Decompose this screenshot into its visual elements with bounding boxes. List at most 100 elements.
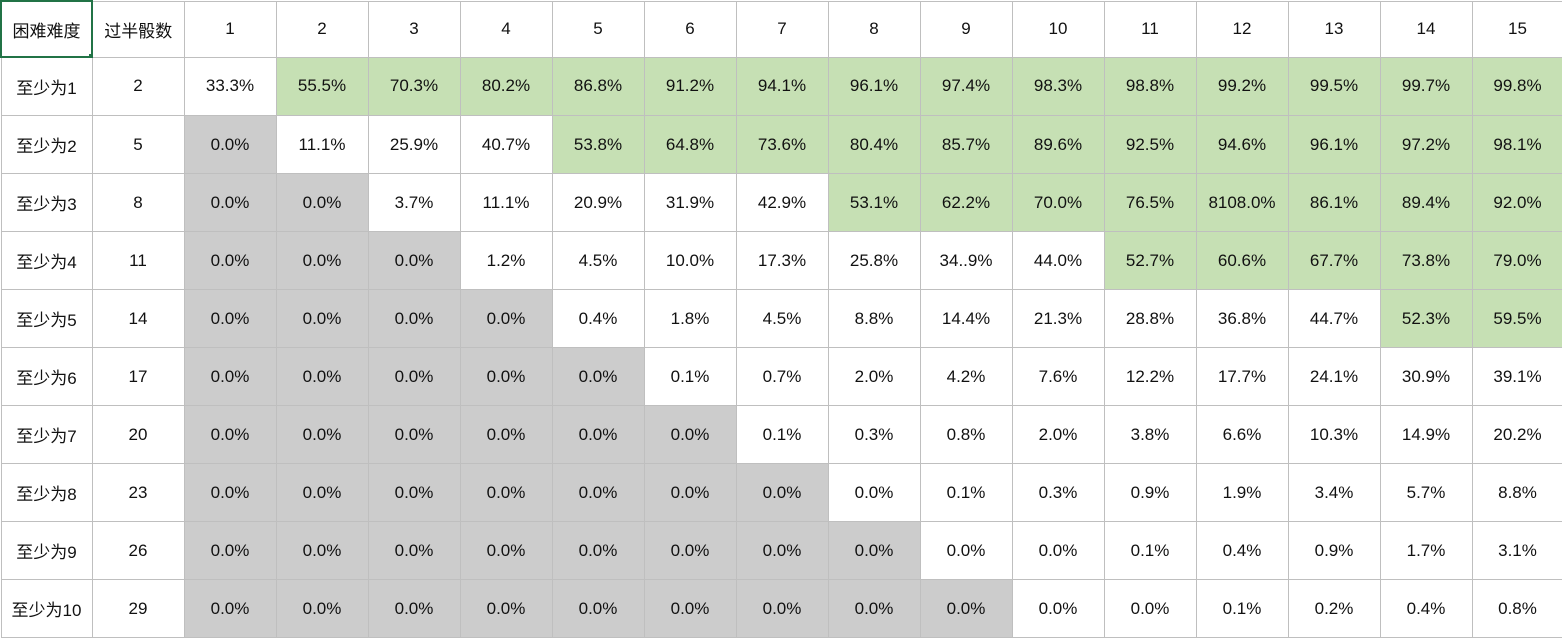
probability-cell[interactable]: 86.1% — [1287, 173, 1381, 232]
row-label-cell[interactable]: 至少为4 — [0, 231, 93, 290]
threshold-cell[interactable]: 29 — [91, 579, 185, 638]
probability-cell[interactable]: 92.0% — [1471, 173, 1562, 232]
probability-cell[interactable]: 94.6% — [1195, 115, 1289, 174]
probability-cell[interactable]: 64.8% — [643, 115, 737, 174]
threshold-cell[interactable]: 5 — [91, 115, 185, 174]
probability-cell[interactable]: 0.4% — [1379, 579, 1473, 638]
threshold-cell[interactable]: 11 — [91, 231, 185, 290]
column-header-7[interactable]: 7 — [735, 0, 829, 58]
probability-cell[interactable]: 25.8% — [827, 231, 921, 290]
probability-cell[interactable]: 4.5% — [735, 289, 829, 348]
probability-cell[interactable]: 0.0% — [367, 521, 461, 580]
probability-cell[interactable]: 0.4% — [551, 289, 645, 348]
probability-cell[interactable]: 0.0% — [275, 289, 369, 348]
row-label-cell[interactable]: 至少为5 — [0, 289, 93, 348]
threshold-header-cell[interactable]: 过半骰数 — [91, 0, 185, 58]
column-header-13[interactable]: 13 — [1287, 0, 1381, 58]
probability-cell[interactable]: 89.6% — [1011, 115, 1105, 174]
threshold-cell[interactable]: 17 — [91, 347, 185, 406]
probability-cell[interactable]: 0.0% — [367, 231, 461, 290]
probability-cell[interactable]: 0.0% — [459, 289, 553, 348]
threshold-cell[interactable]: 20 — [91, 405, 185, 464]
column-header-4[interactable]: 4 — [459, 0, 553, 58]
probability-cell[interactable]: 0.0% — [551, 405, 645, 464]
probability-cell[interactable]: 0.0% — [275, 521, 369, 580]
column-header-12[interactable]: 12 — [1195, 0, 1289, 58]
column-header-15[interactable]: 15 — [1471, 0, 1562, 58]
probability-cell[interactable]: 0.0% — [1103, 579, 1197, 638]
probability-cell[interactable]: 0.0% — [275, 173, 369, 232]
probability-cell[interactable]: 0.0% — [1011, 521, 1105, 580]
probability-cell[interactable]: 0.7% — [735, 347, 829, 406]
probability-cell[interactable]: 0.0% — [275, 579, 369, 638]
probability-cell[interactable]: 0.0% — [275, 463, 369, 522]
probability-cell[interactable]: 0.0% — [919, 521, 1013, 580]
row-label-cell[interactable]: 至少为8 — [0, 463, 93, 522]
probability-cell[interactable]: 0.9% — [1103, 463, 1197, 522]
row-label-cell[interactable]: 至少为6 — [0, 347, 93, 406]
probability-cell[interactable]: 85.7% — [919, 115, 1013, 174]
probability-cell[interactable]: 55.5% — [275, 56, 369, 116]
row-label-cell[interactable]: 至少为1 — [0, 56, 93, 116]
probability-cell[interactable]: 1.9% — [1195, 463, 1289, 522]
row-label-cell[interactable]: 至少为3 — [0, 173, 93, 232]
probability-cell[interactable]: 73.6% — [735, 115, 829, 174]
probability-cell[interactable]: 0.0% — [459, 463, 553, 522]
probability-cell[interactable]: 0.0% — [643, 579, 737, 638]
probability-cell[interactable]: 0.0% — [1011, 579, 1105, 638]
probability-cell[interactable]: 94.1% — [735, 56, 829, 116]
column-header-5[interactable]: 5 — [551, 0, 645, 58]
probability-cell[interactable]: 99.2% — [1195, 56, 1289, 116]
probability-cell[interactable]: 0.0% — [183, 173, 277, 232]
probability-cell[interactable]: 0.0% — [367, 347, 461, 406]
probability-cell[interactable]: 20.2% — [1471, 405, 1562, 464]
probability-cell[interactable]: 92.5% — [1103, 115, 1197, 174]
probability-cell[interactable]: 4.2% — [919, 347, 1013, 406]
probability-cell[interactable]: 0.0% — [551, 463, 645, 522]
probability-cell[interactable]: 99.8% — [1471, 56, 1562, 116]
probability-cell[interactable]: 89.4% — [1379, 173, 1473, 232]
probability-cell[interactable]: 52.7% — [1103, 231, 1197, 290]
probability-cell[interactable]: 0.0% — [643, 463, 737, 522]
probability-cell[interactable]: 44.0% — [1011, 231, 1105, 290]
probability-cell[interactable]: 17.3% — [735, 231, 829, 290]
probability-cell[interactable]: 98.8% — [1103, 56, 1197, 116]
probability-cell[interactable]: 0.1% — [735, 405, 829, 464]
probability-cell[interactable]: 8.8% — [827, 289, 921, 348]
probability-cell[interactable]: 0.9% — [1287, 521, 1381, 580]
threshold-cell[interactable]: 14 — [91, 289, 185, 348]
probability-cell[interactable]: 0.0% — [459, 347, 553, 406]
probability-cell[interactable]: 76.5% — [1103, 173, 1197, 232]
probability-cell[interactable]: 0.0% — [367, 289, 461, 348]
probability-cell[interactable]: 96.1% — [1287, 115, 1381, 174]
probability-cell[interactable]: 42.9% — [735, 173, 829, 232]
probability-cell[interactable]: 30.9% — [1379, 347, 1473, 406]
probability-cell[interactable]: 1.8% — [643, 289, 737, 348]
probability-cell[interactable]: 0.1% — [643, 347, 737, 406]
probability-cell[interactable]: 21.3% — [1011, 289, 1105, 348]
probability-cell[interactable]: 0.0% — [367, 579, 461, 638]
fill-handle[interactable] — [89, 54, 90, 55]
probability-cell[interactable]: 0.0% — [183, 579, 277, 638]
probability-cell[interactable]: 0.0% — [459, 579, 553, 638]
probability-cell[interactable]: 98.1% — [1471, 115, 1562, 174]
probability-cell[interactable]: 0.1% — [919, 463, 1013, 522]
probability-cell[interactable]: 0.0% — [183, 347, 277, 406]
probability-cell[interactable]: 8.8% — [1471, 463, 1562, 522]
probability-cell[interactable]: 0.3% — [827, 405, 921, 464]
column-header-8[interactable]: 8 — [827, 0, 921, 58]
probability-cell[interactable]: 17.7% — [1195, 347, 1289, 406]
probability-cell[interactable]: 0.0% — [551, 347, 645, 406]
probability-cell[interactable]: 99.7% — [1379, 56, 1473, 116]
probability-cell[interactable]: 80.4% — [827, 115, 921, 174]
probability-cell[interactable]: 70.0% — [1011, 173, 1105, 232]
probability-cell[interactable]: 0.0% — [643, 521, 737, 580]
probability-cell[interactable]: 25.9% — [367, 115, 461, 174]
probability-cell[interactable]: 31.9% — [643, 173, 737, 232]
probability-cell[interactable]: 53.8% — [551, 115, 645, 174]
probability-cell[interactable]: 98.3% — [1011, 56, 1105, 116]
probability-cell[interactable]: 3.8% — [1103, 405, 1197, 464]
probability-cell[interactable]: 6.6% — [1195, 405, 1289, 464]
probability-cell[interactable]: 24.1% — [1287, 347, 1381, 406]
probability-cell[interactable]: 11.1% — [275, 115, 369, 174]
